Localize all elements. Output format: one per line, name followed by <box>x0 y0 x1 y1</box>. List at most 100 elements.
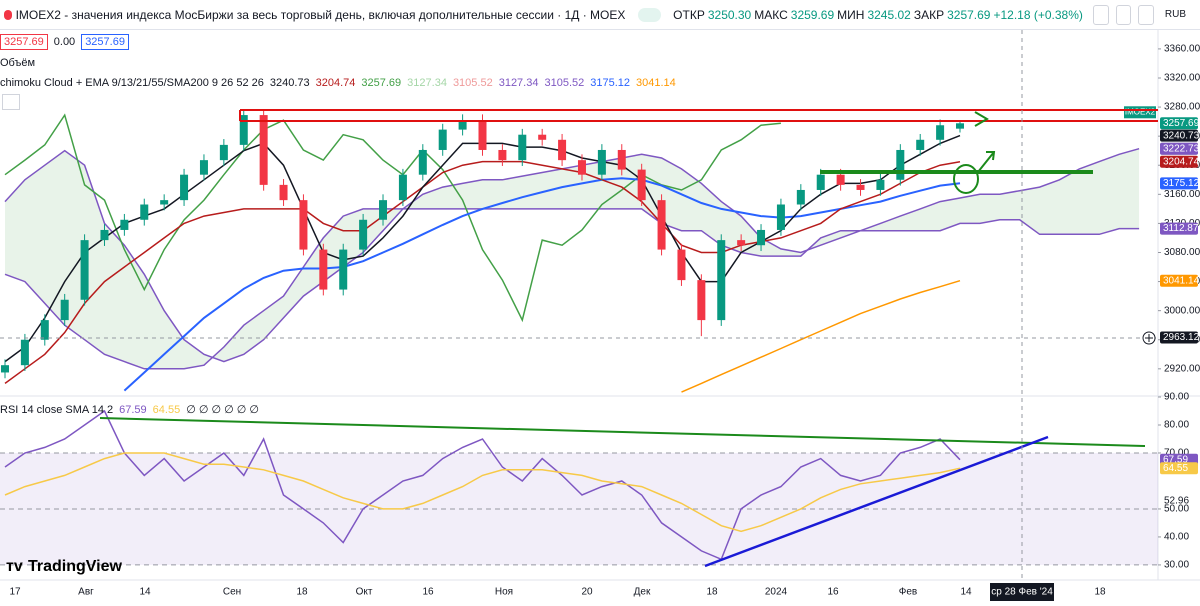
candle-body <box>1 365 9 373</box>
y-tick-label: 70.00 <box>1164 448 1189 459</box>
symbol-badge: IMOEX2 <box>1125 107 1156 116</box>
ohlc-value: 3245.02 <box>867 7 911 22</box>
candle-body <box>359 219 368 250</box>
button[interactable] <box>1138 4 1154 25</box>
candle-body <box>199 160 208 175</box>
candle-body <box>299 200 308 250</box>
candle-body <box>438 129 447 150</box>
candle-body <box>876 179 885 190</box>
x-tick-label: Фев <box>899 587 917 598</box>
indicator-line <box>123 177 961 392</box>
indicator-legend: chimoku Cloud + EMA 9/13/21/55/SMA200 9 … <box>0 77 676 89</box>
indicator-value: 3105.52 <box>544 77 585 89</box>
x-tick-label: 18 <box>296 587 308 598</box>
price-badge-label: 3175.12 <box>1163 178 1200 189</box>
price-badge <box>1160 117 1198 130</box>
candle-body <box>776 204 785 230</box>
price-badge-label: 3112.87 <box>1163 223 1199 234</box>
rsi-sma-value: 64.55 <box>152 403 181 416</box>
candle-body <box>478 120 487 150</box>
y-tick-label: 40.00 <box>1164 532 1189 543</box>
indicator-value: 3257.69 <box>361 77 402 89</box>
y-tick-label: 3080.00 <box>1164 247 1200 258</box>
price-badge <box>1160 274 1198 287</box>
candle-body <box>458 120 467 130</box>
price-badge <box>1160 462 1198 475</box>
candle-body <box>677 249 686 281</box>
collapse-button[interactable] <box>2 94 20 110</box>
status-pill[interactable] <box>638 7 662 22</box>
candle-body <box>60 299 69 321</box>
candle-body <box>319 249 328 290</box>
y-tick-label: 3320.00 <box>1164 73 1200 84</box>
indicator-title[interactable]: chimoku Cloud + EMA 9/13/21/55/SMA200 9 … <box>0 77 264 89</box>
x-tick-label: Сен <box>223 587 241 598</box>
crosshair-date-box <box>990 583 1054 601</box>
circle-mark <box>953 164 979 194</box>
order-panel: 3257.69 0.00 3257.69 <box>0 34 129 50</box>
candle-body <box>100 229 109 241</box>
candle-body <box>518 134 527 161</box>
candle-body <box>617 149 626 170</box>
candle-body <box>757 229 766 246</box>
candle-body <box>160 200 169 205</box>
y-tick-label: 3000.00 <box>1164 305 1200 316</box>
candle-body <box>339 249 348 290</box>
candle-body <box>577 160 586 175</box>
candle-body <box>20 339 29 366</box>
indicator-value: 3127.34 <box>407 77 447 89</box>
candle-body <box>398 174 407 201</box>
candle-body <box>379 200 388 220</box>
candle-body <box>538 134 547 140</box>
y-tick-label: 90.00 <box>1164 392 1189 403</box>
candle-body <box>279 184 288 201</box>
x-tick-label: 16 <box>827 587 839 598</box>
rsi-title[interactable]: RSI 14 close SMA 14 2 <box>0 403 114 416</box>
candle-body <box>916 139 925 150</box>
candle-body <box>239 115 248 145</box>
candle-body <box>697 280 706 321</box>
currency[interactable]: RUB <box>1164 9 1187 20</box>
candle-body <box>637 169 646 201</box>
x-tick-label: Дек <box>634 587 651 598</box>
indicator-line <box>681 279 961 393</box>
candle-body <box>936 125 945 140</box>
volume-label: Объём <box>0 57 36 69</box>
price-badge <box>1160 129 1198 142</box>
candle-body <box>40 320 49 340</box>
y-tick-label: 3360.00 <box>1164 44 1200 55</box>
price-badge <box>1160 331 1198 344</box>
x-tick-label: 16 <box>422 587 434 598</box>
x-tick-label: 18 <box>1094 587 1106 598</box>
x-tick-label: 14 <box>139 587 151 598</box>
symbol-logo <box>4 9 12 20</box>
sell-price[interactable]: 3257.69 <box>0 34 48 50</box>
buy-price[interactable]: 3257.69 <box>81 34 129 50</box>
symbol-title[interactable]: IMOEX2 - значения индекса МосБиржи за ве… <box>15 7 626 22</box>
y-tick-label: 50.00 <box>1164 504 1189 515</box>
button[interactable] <box>1092 4 1109 25</box>
rsi-trend-line <box>704 435 1049 568</box>
price-badge-label: 3041.14 <box>1163 275 1200 286</box>
candle-body <box>796 189 805 205</box>
candle-body <box>558 139 567 161</box>
candle-body <box>80 240 89 300</box>
candle-body <box>737 240 746 246</box>
candle-body <box>657 200 666 250</box>
price-badge-label: 3240.73 <box>1163 130 1200 141</box>
indicator-line <box>4 147 1140 363</box>
logo-mark: ᴛᴠ <box>6 558 23 575</box>
indicator-value: 3204.74 <box>315 77 356 89</box>
change: +12.18 (+0.38%) <box>993 7 1083 22</box>
brand: TradingView <box>28 558 123 575</box>
y-tick-label: 30.00 <box>1164 560 1189 571</box>
candle-body <box>597 149 606 175</box>
button[interactable] <box>1115 4 1132 25</box>
price-badge <box>1160 222 1198 235</box>
x-tick-label: 2024 <box>765 587 788 598</box>
x-tick-label: 14 <box>960 587 972 598</box>
price-badge-label: 3204.74 <box>1163 156 1200 167</box>
rsi-value: 67.59 <box>119 403 147 416</box>
